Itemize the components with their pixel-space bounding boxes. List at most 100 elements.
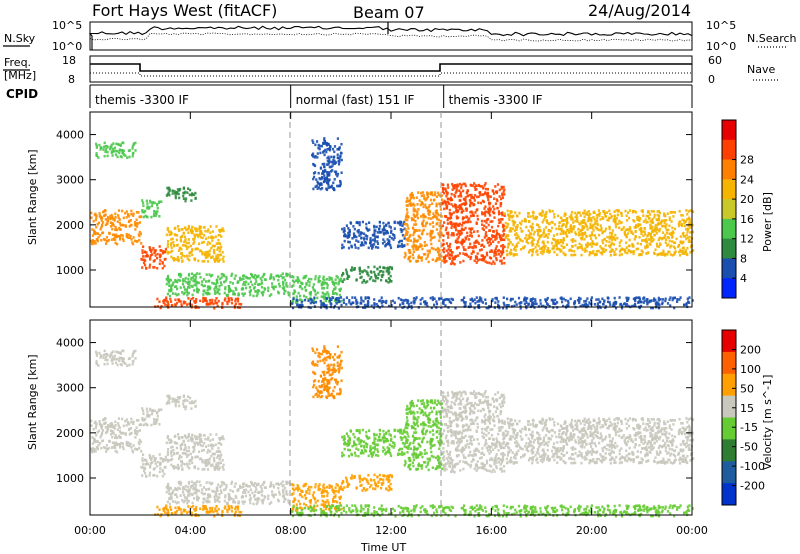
echo-region: [503, 417, 695, 465]
echo-region: [165, 272, 292, 298]
echo-region: [340, 473, 394, 492]
time-x-axis: 00:00 04:00 08:00 12:00 16:00 20:00 00:00: [74, 112, 708, 537]
x-axis-label: Time UT: [360, 541, 406, 554]
echo-region: [291, 296, 694, 310]
echo-region: [311, 345, 343, 400]
colorbar-swatch: [722, 218, 736, 240]
echo-region: [311, 137, 343, 192]
colorbar-tick-label: 50: [740, 382, 754, 395]
cpid-segments: themis -3300 IF normal (fast) 151 IF themi…: [89, 85, 693, 108]
nsearch-tick-high: 10^5: [706, 19, 736, 32]
nave-label: Nave: [747, 63, 775, 76]
x-tick-label: 08:00: [275, 524, 307, 537]
echo-region: [90, 417, 143, 454]
y-tick-label: 4000: [56, 129, 84, 142]
echo-region: [140, 453, 167, 478]
echo-region: [165, 480, 292, 506]
power-echoes: [90, 137, 695, 310]
echo-region: [154, 504, 243, 518]
freq-label: Freq.: [4, 56, 31, 69]
x-tick-label: 16:00: [475, 524, 507, 537]
date-title: 24/Aug/2014: [588, 1, 691, 20]
colorbar-swatch: [722, 120, 736, 141]
y-tick-label: 4000: [56, 337, 84, 350]
mode-change-markers: [289, 112, 442, 515]
y-tick-label: 2000: [56, 219, 84, 232]
echo-region: [341, 220, 406, 250]
velocity-echoes: [90, 345, 695, 518]
colorbar-swatch: [722, 417, 736, 440]
y-tick-label: 2000: [56, 427, 84, 440]
power-y-label: Slant Range [km]: [26, 149, 39, 245]
freq-panel: [89, 55, 693, 83]
colorbar-tick-label: -15: [740, 421, 758, 434]
colorbar-swatch: [722, 258, 736, 279]
station-title: Fort Hays West (fitACF): [92, 1, 277, 20]
echo-region: [90, 209, 143, 246]
velocity-colorbar-label: Velocity [m s^-1]: [761, 375, 774, 470]
x-tick-label: 00:00: [676, 524, 708, 537]
colorbar-swatch: [722, 461, 736, 484]
cpid-segment-label: themis -3300 IF: [95, 93, 189, 107]
power-y-axis: 1000 2000 3000 4000: [56, 129, 692, 277]
nsearch-label: N.Search: [747, 32, 797, 45]
cpid-segment-label: themis -3300 IF: [449, 93, 543, 107]
nsearch-tick-low: 10^0: [706, 40, 736, 53]
nave-tick-low: 0: [708, 73, 715, 86]
x-tick-label: 12:00: [375, 524, 407, 537]
echo-region: [291, 504, 694, 518]
colorbar-tick-label: -50: [740, 441, 758, 454]
colorbar-tick-label: 8: [740, 252, 747, 265]
echo-region: [441, 390, 506, 474]
colorbar-swatch: [722, 139, 736, 161]
x-tick-label: 00:00: [74, 524, 106, 537]
nsearch-series: [89, 32, 693, 42]
echo-region: [154, 296, 243, 310]
echo-region: [165, 224, 225, 263]
colorbar-swatch: [722, 351, 736, 375]
colorbar-tick-label: 15: [740, 402, 754, 415]
echo-region: [95, 141, 137, 159]
colorbar-swatch: [722, 199, 736, 220]
y-tick-label: 1000: [56, 472, 84, 485]
colorbar-swatch: [722, 159, 736, 180]
nave-series: [90, 72, 692, 77]
cpid-segment-label: normal (fast) 151 IF: [296, 93, 415, 107]
colorbar-swatch: [722, 395, 736, 418]
power-colorbar: 4 8 12 16 20 24 28: [721, 119, 754, 299]
echo-region: [165, 186, 197, 203]
echo-region: [95, 349, 137, 367]
colorbar-swatch: [722, 483, 736, 506]
x-tick-label: 04:00: [174, 524, 206, 537]
colorbar-swatch: [722, 179, 736, 200]
colorbar-tick-label: 4: [740, 272, 747, 285]
colorbar-tick-label: -200: [740, 480, 765, 493]
echo-region: [141, 199, 163, 219]
colorbar-tick-label: 20: [740, 193, 754, 206]
cpid-label: CPID: [6, 87, 38, 101]
echo-region: [165, 432, 225, 471]
echo-region: [441, 182, 506, 266]
freq-unit-label: [MHz]: [4, 69, 36, 82]
colorbar-tick-label: 16: [740, 213, 754, 226]
nsky-tick-high: 10^5: [52, 19, 82, 32]
colorbar-swatch: [722, 330, 736, 353]
colorbar-swatch: [722, 238, 736, 259]
echo-region: [403, 399, 444, 472]
freq-series: [90, 63, 692, 72]
velocity-colorbar: 200 100 50 15 -15 -50 -100 -200: [721, 329, 765, 506]
echo-region: [140, 245, 167, 270]
freq-tick-low: 8: [68, 73, 75, 86]
x-tick-label: 20:00: [576, 524, 608, 537]
colorbar-swatch: [722, 373, 736, 397]
colorbar-tick-label: 200: [740, 343, 761, 356]
nave-tick-high: 60: [708, 54, 722, 67]
y-tick-label: 3000: [56, 382, 84, 395]
colorbar-tick-label: 28: [740, 154, 754, 167]
beam-title: Beam 07: [353, 3, 425, 22]
colorbar-tick-label: 24: [740, 173, 754, 186]
echo-region: [403, 191, 444, 264]
echo-region: [141, 407, 163, 427]
power-colorbar-label: Power [dB]: [761, 192, 774, 252]
